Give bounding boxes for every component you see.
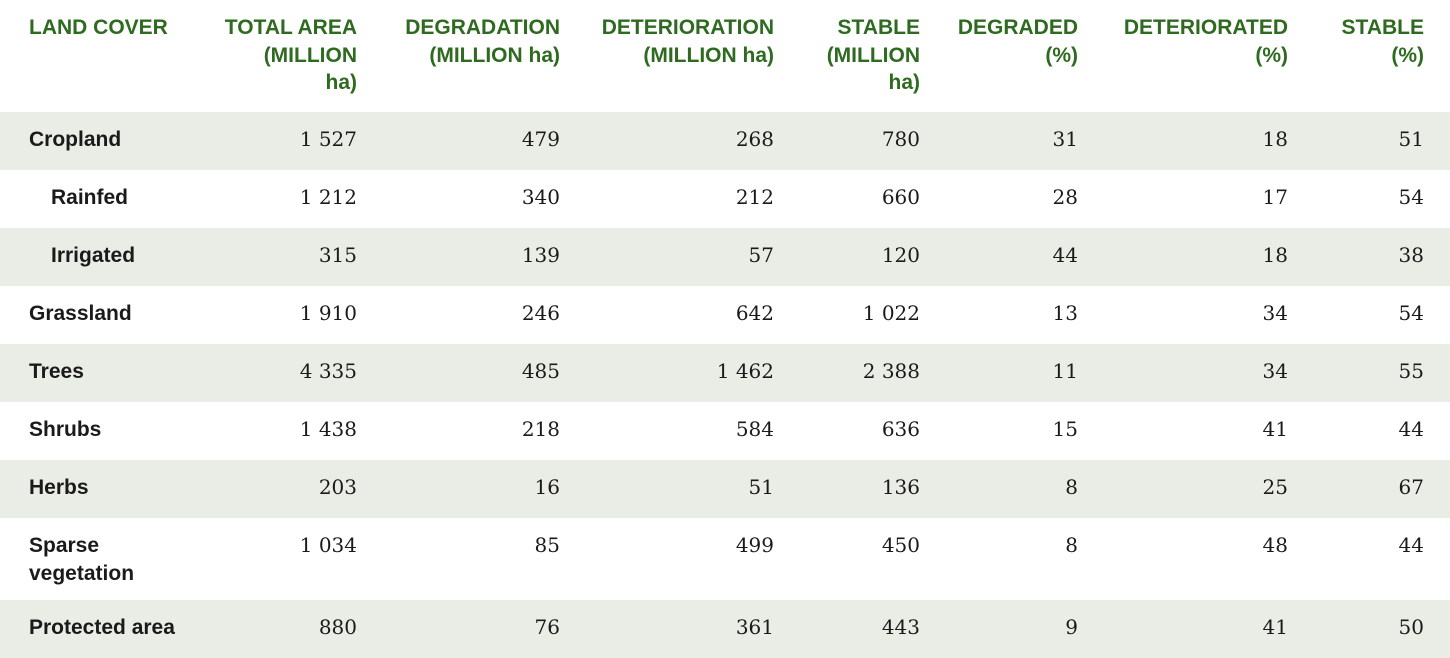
cell-stable: 636 [881, 417, 920, 441]
table-row-rainfed: Rainfed 1 212 340 212 660 28 17 54 [0, 170, 1450, 228]
row-label: Rainfed [51, 186, 129, 209]
cell-deteriorated-pct: 41 [1262, 615, 1288, 639]
cell-degradation: 340 [521, 185, 560, 209]
cell-degraded-pct: 15 [1052, 417, 1078, 441]
cell-deterioration: 584 [735, 417, 774, 441]
cell-degraded-pct: 31 [1052, 127, 1078, 151]
cell-total-area: 1 438 [299, 417, 357, 441]
table-row-herbs: Herbs 203 16 51 136 8 25 67 [0, 460, 1450, 518]
row-label: Trees [29, 360, 84, 383]
header-degradation: DEGRADATION (MILLION ha) [405, 16, 560, 67]
table-row-sparse-vegetation: Sparse vegetation 1 034 85 499 450 8 48 … [0, 518, 1450, 600]
cell-stable-pct: 38 [1398, 243, 1424, 267]
cell-total-area: 880 [318, 615, 357, 639]
cell-stable-pct: 54 [1398, 301, 1424, 325]
cell-total-area: 203 [318, 475, 357, 499]
table-row-cropland: Cropland 1 527 479 268 780 31 18 51 [0, 112, 1450, 170]
cell-degradation: 479 [521, 127, 560, 151]
cell-degradation: 16 [534, 475, 560, 499]
cell-degradation: 246 [521, 301, 560, 325]
cell-degraded-pct: 28 [1052, 185, 1078, 209]
cell-stable: 1 022 [862, 301, 920, 325]
header-deteriorated-pct: DETERIORATED (%) [1123, 16, 1288, 67]
cell-stable-pct: 44 [1398, 533, 1424, 557]
header-land-cover: LAND COVER [29, 16, 168, 39]
cell-total-area: 4 335 [299, 359, 357, 383]
cell-stable-pct: 54 [1398, 185, 1424, 209]
row-label: Protected area [29, 616, 175, 639]
cell-deteriorated-pct: 34 [1262, 359, 1288, 383]
cell-stable-pct: 44 [1398, 417, 1424, 441]
header-stable: STABLE (MILLION ha) [826, 16, 920, 94]
cell-deteriorated-pct: 34 [1262, 301, 1288, 325]
header-total-area: TOTAL AREA (MILLION ha) [224, 16, 357, 94]
table-row-grassland: Grassland 1 910 246 642 1 022 13 34 54 [0, 286, 1450, 344]
cell-degradation: 485 [521, 359, 560, 383]
cell-deteriorated-pct: 17 [1262, 185, 1288, 209]
cell-stable: 2 388 [862, 359, 920, 383]
cell-degradation: 218 [521, 417, 560, 441]
cell-total-area: 1 212 [299, 185, 357, 209]
cell-degraded-pct: 8 [1065, 533, 1078, 557]
cell-degraded-pct: 44 [1052, 243, 1078, 267]
table-row-trees: Trees 4 335 485 1 462 2 388 11 34 55 [0, 344, 1450, 402]
cell-deterioration: 212 [735, 185, 774, 209]
table-row-irrigated: Irrigated 315 139 57 120 44 18 38 [0, 228, 1450, 286]
cell-deteriorated-pct: 41 [1262, 417, 1288, 441]
cell-stable: 443 [881, 615, 920, 639]
cell-degraded-pct: 9 [1065, 615, 1078, 639]
cell-stable-pct: 50 [1398, 615, 1424, 639]
cell-deterioration: 499 [735, 533, 774, 557]
cell-stable-pct: 55 [1398, 359, 1424, 383]
cell-deterioration: 1 462 [716, 359, 774, 383]
row-label: Herbs [29, 476, 89, 499]
cell-stable: 120 [881, 243, 920, 267]
cell-deterioration: 642 [735, 301, 774, 325]
cell-degraded-pct: 13 [1052, 301, 1078, 325]
cell-degraded-pct: 8 [1065, 475, 1078, 499]
cell-stable-pct: 51 [1398, 127, 1424, 151]
header-degraded-pct: DEGRADED (%) [957, 16, 1078, 67]
cell-degradation: 85 [534, 533, 560, 557]
cell-degraded-pct: 11 [1052, 359, 1078, 383]
row-label: Irrigated [51, 244, 136, 267]
header-stable-pct: STABLE (%) [1341, 16, 1424, 67]
table-row-protected-area: Protected area 880 76 361 443 9 41 50 [0, 600, 1450, 658]
cell-stable: 660 [881, 185, 920, 209]
cell-degradation: 139 [521, 243, 560, 267]
cell-stable: 136 [881, 475, 920, 499]
cell-deteriorated-pct: 18 [1262, 127, 1288, 151]
cell-degradation: 76 [534, 615, 560, 639]
table-row-shrubs: Shrubs 1 438 218 584 636 15 41 44 [0, 402, 1450, 460]
cell-deterioration: 51 [748, 475, 774, 499]
cell-deterioration: 361 [735, 615, 774, 639]
row-label: Cropland [29, 128, 122, 151]
cell-deteriorated-pct: 48 [1262, 533, 1288, 557]
cell-stable: 780 [881, 127, 920, 151]
cell-deteriorated-pct: 18 [1262, 243, 1288, 267]
cell-total-area: 1 527 [299, 127, 357, 151]
row-label: Sparse vegetation [29, 534, 135, 585]
row-label: Grassland [29, 302, 132, 325]
cell-deterioration: 57 [748, 243, 774, 267]
row-label: Shrubs [29, 418, 102, 441]
cell-stable-pct: 67 [1398, 475, 1424, 499]
table-header: LAND COVER TOTAL AREA (MILLION ha) DEGRA… [0, 0, 1450, 112]
cell-total-area: 315 [318, 243, 357, 267]
cell-total-area: 1 034 [299, 533, 357, 557]
cell-total-area: 1 910 [299, 301, 357, 325]
cell-deteriorated-pct: 25 [1262, 475, 1288, 499]
cell-stable: 450 [881, 533, 920, 557]
header-deterioration: DETERIORATION (MILLION ha) [601, 16, 774, 67]
cell-deterioration: 268 [735, 127, 774, 151]
